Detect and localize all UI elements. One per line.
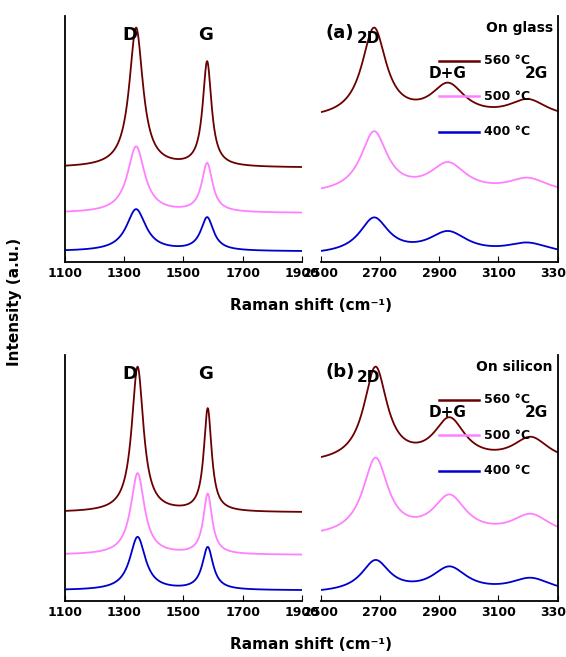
Text: 400 °C: 400 °C [484,464,530,478]
Text: Raman shift (cm⁻¹): Raman shift (cm⁻¹) [230,298,392,313]
Text: D: D [123,26,138,44]
Text: 500 °C: 500 °C [484,90,530,102]
Text: D: D [123,365,138,383]
Text: 400 °C: 400 °C [484,125,530,139]
Text: D+G: D+G [429,66,467,81]
Text: D+G: D+G [429,405,467,420]
Text: (b): (b) [325,363,355,381]
Text: (a): (a) [325,24,354,42]
Text: On glass: On glass [486,21,553,35]
Text: 2D: 2D [357,370,380,385]
Text: 560 °C: 560 °C [484,54,530,67]
Text: Raman shift (cm⁻¹): Raman shift (cm⁻¹) [230,637,392,652]
Text: On silicon: On silicon [476,361,553,374]
Text: 2D: 2D [357,31,380,46]
Text: G: G [198,26,213,44]
Text: 560 °C: 560 °C [484,393,530,406]
Text: 2G: 2G [525,66,548,81]
Text: 500 °C: 500 °C [484,429,530,442]
Text: Intensity (a.u.): Intensity (a.u.) [7,238,22,367]
Text: G: G [198,365,213,383]
Text: 2G: 2G [525,405,548,420]
